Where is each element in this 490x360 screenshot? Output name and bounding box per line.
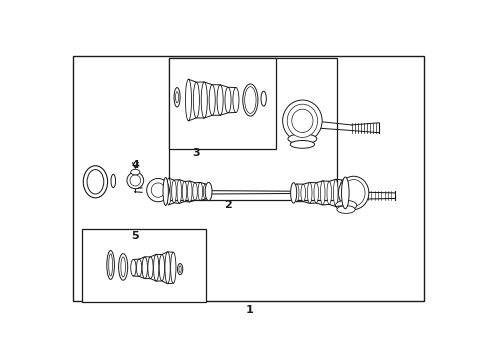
Ellipse shape xyxy=(203,184,208,199)
Ellipse shape xyxy=(334,179,338,207)
Ellipse shape xyxy=(119,253,128,280)
Ellipse shape xyxy=(131,169,140,175)
Text: 1: 1 xyxy=(245,305,253,315)
Ellipse shape xyxy=(283,100,322,141)
Text: 2: 2 xyxy=(224,201,232,210)
Ellipse shape xyxy=(163,177,169,206)
Ellipse shape xyxy=(225,87,231,113)
Ellipse shape xyxy=(339,176,369,210)
Ellipse shape xyxy=(327,181,332,204)
Ellipse shape xyxy=(337,206,355,213)
Ellipse shape xyxy=(147,179,170,202)
Ellipse shape xyxy=(109,254,113,276)
Ellipse shape xyxy=(177,180,181,203)
Ellipse shape xyxy=(165,252,170,284)
Ellipse shape xyxy=(198,183,202,201)
Ellipse shape xyxy=(136,259,142,276)
Ellipse shape xyxy=(107,251,115,279)
Ellipse shape xyxy=(188,181,192,202)
Ellipse shape xyxy=(287,104,318,138)
Ellipse shape xyxy=(336,201,357,210)
Ellipse shape xyxy=(172,180,176,203)
Ellipse shape xyxy=(83,166,108,198)
Ellipse shape xyxy=(320,181,325,205)
Ellipse shape xyxy=(243,84,258,116)
Ellipse shape xyxy=(185,79,192,121)
Ellipse shape xyxy=(292,109,313,132)
Ellipse shape xyxy=(142,257,147,279)
Ellipse shape xyxy=(151,183,165,197)
Ellipse shape xyxy=(301,184,305,202)
Bar xyxy=(73,56,424,301)
Ellipse shape xyxy=(342,177,349,209)
Ellipse shape xyxy=(261,91,267,106)
Ellipse shape xyxy=(193,183,197,200)
Ellipse shape xyxy=(179,266,181,273)
Ellipse shape xyxy=(294,184,299,202)
Ellipse shape xyxy=(121,257,125,277)
Ellipse shape xyxy=(175,92,178,103)
Ellipse shape xyxy=(177,264,183,275)
Text: 3: 3 xyxy=(192,148,200,158)
Ellipse shape xyxy=(340,180,344,206)
Ellipse shape xyxy=(148,257,153,279)
Bar xyxy=(82,229,206,302)
Ellipse shape xyxy=(205,183,212,201)
Ellipse shape xyxy=(291,183,297,203)
Text: 5: 5 xyxy=(131,231,139,241)
Ellipse shape xyxy=(217,85,223,115)
Ellipse shape xyxy=(167,178,171,205)
Ellipse shape xyxy=(209,85,215,115)
Ellipse shape xyxy=(233,87,239,112)
Ellipse shape xyxy=(153,255,159,281)
Ellipse shape xyxy=(130,175,141,186)
Ellipse shape xyxy=(288,134,317,144)
Ellipse shape xyxy=(342,180,365,206)
Ellipse shape xyxy=(174,87,180,107)
Ellipse shape xyxy=(159,255,165,281)
Ellipse shape xyxy=(290,140,315,148)
Ellipse shape xyxy=(111,174,116,188)
Bar xyxy=(170,58,276,149)
Bar xyxy=(170,58,337,200)
Ellipse shape xyxy=(194,82,199,118)
Ellipse shape xyxy=(127,172,144,189)
Ellipse shape xyxy=(314,183,319,203)
Ellipse shape xyxy=(307,183,312,203)
Ellipse shape xyxy=(171,252,176,283)
Ellipse shape xyxy=(201,82,207,118)
Ellipse shape xyxy=(182,181,187,202)
Ellipse shape xyxy=(245,87,256,113)
Ellipse shape xyxy=(131,260,136,276)
Ellipse shape xyxy=(87,170,104,194)
Text: 4: 4 xyxy=(131,160,139,170)
